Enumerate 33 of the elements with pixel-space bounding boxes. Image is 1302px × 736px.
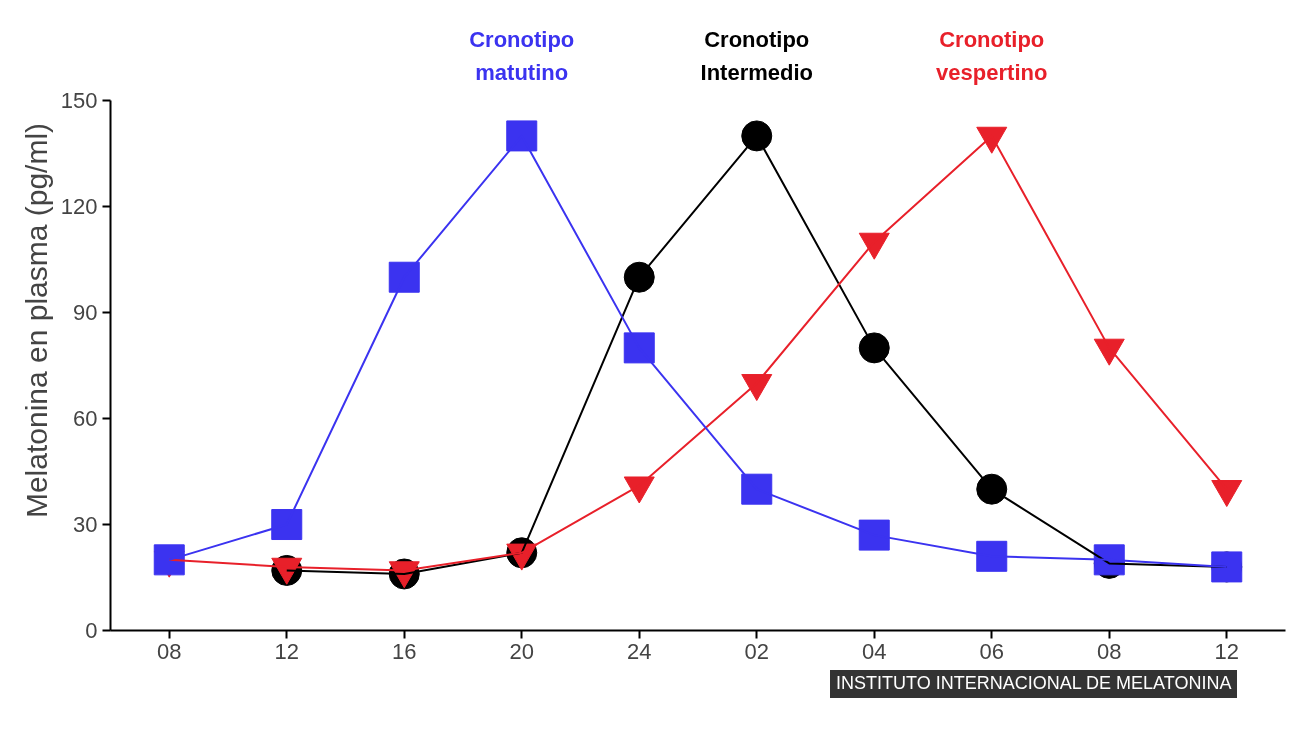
text: Cronotipo Intermedio	[700, 27, 813, 85]
y-tick-label: 150	[60, 88, 98, 114]
y-tick-label: 90	[73, 300, 98, 326]
text: INSTITUTO INTERNACIONAL DE MELATONINA	[836, 672, 1232, 695]
x-tick-label: 12	[274, 638, 299, 664]
x-tick-label: 12	[1214, 638, 1239, 664]
point	[623, 261, 655, 293]
y-tick-label: 0	[85, 618, 98, 643]
x-tick-label: 16	[392, 638, 417, 664]
point	[271, 509, 303, 541]
point	[153, 544, 185, 576]
point	[858, 519, 890, 551]
x-tick-label: 08	[1097, 638, 1122, 664]
x-tick-label: 04	[862, 638, 887, 664]
point	[741, 120, 773, 152]
point	[858, 332, 890, 364]
point	[976, 540, 1008, 572]
text: Cronotipo matutino	[469, 27, 575, 85]
y-tick-label: 60	[73, 406, 98, 432]
x-tick-label: 06	[979, 638, 1004, 664]
x-tick-label: 20	[509, 638, 534, 664]
point	[506, 120, 538, 152]
point	[741, 473, 773, 505]
text: Cronotipo vespertino	[936, 27, 1048, 85]
point	[976, 473, 1008, 505]
y-axis-title: Melatonina en plasma (pg/ml)	[19, 122, 53, 519]
point	[388, 261, 420, 293]
x-tick-label: 24	[627, 638, 652, 664]
x-tick-label: 08	[157, 638, 182, 664]
y-tick-label: 120	[60, 194, 98, 220]
point	[623, 332, 655, 364]
y-tick-label: 30	[73, 512, 98, 538]
x-tick-label: 02	[744, 638, 769, 664]
